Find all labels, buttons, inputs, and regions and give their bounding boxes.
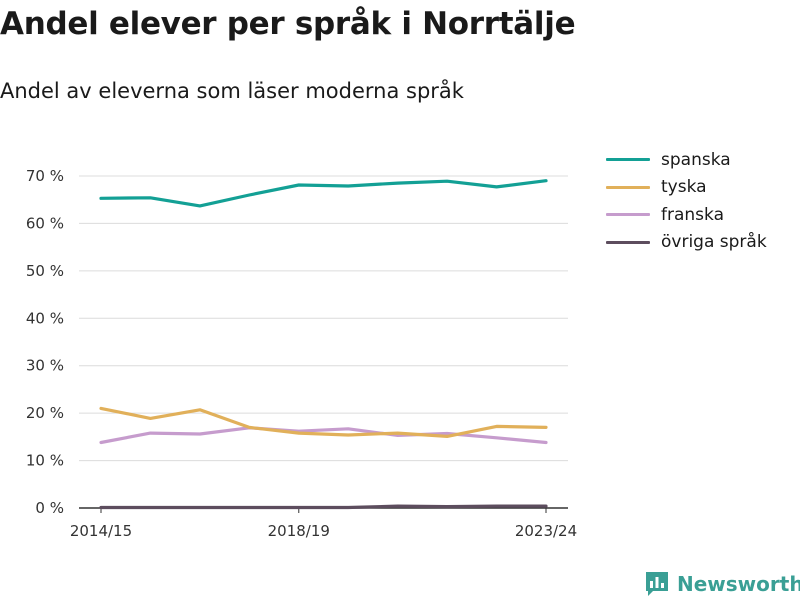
legend-label: tyska xyxy=(661,177,707,198)
chart-subtitle: Andel av eleverna som läser moderna språ… xyxy=(0,79,464,103)
y-tick-label: 50 % xyxy=(26,262,64,280)
y-tick-label: 20 % xyxy=(26,404,64,422)
legend-label: spanska xyxy=(661,149,731,170)
legend-item[interactable]: övriga språk xyxy=(606,229,767,257)
legend-item[interactable]: franska xyxy=(606,201,767,229)
grid-lines xyxy=(79,175,568,462)
legend-swatch xyxy=(606,158,650,162)
series-lines xyxy=(99,179,548,510)
legend-item[interactable]: spanska xyxy=(606,146,767,174)
brand-logo: Newsworthy xyxy=(644,570,800,598)
y-tick-label: 60 % xyxy=(26,214,64,232)
legend-swatch xyxy=(606,213,650,217)
y-tick-label: 30 % xyxy=(26,357,64,375)
bar-chart-icon xyxy=(646,572,668,596)
y-tick-label: 40 % xyxy=(26,309,64,327)
legend-swatch xyxy=(606,185,650,189)
brand-name: Newsworthy xyxy=(677,572,800,596)
y-tick-label: 70 % xyxy=(26,167,64,185)
legend-label: franska xyxy=(661,204,724,225)
x-tick-label: 2014/15 xyxy=(70,522,132,540)
series-line-franska xyxy=(99,426,548,445)
y-tick-label: 10 % xyxy=(26,452,64,470)
chart-title: Andel elever per språk i Norrtälje xyxy=(0,6,576,42)
legend-label: övriga språk xyxy=(661,232,767,253)
y-tick-label: 0 % xyxy=(35,499,64,517)
legend-item[interactable]: tyska xyxy=(606,174,767,202)
series-line-tyska xyxy=(99,406,548,438)
x-tick-label: 2023/24 xyxy=(515,522,577,540)
series-line-spanska xyxy=(99,179,548,208)
x-tick-label: 2018/19 xyxy=(268,522,330,540)
y-axis: 0 % 10 % 20 % 30 % 40 % 50 % 60 % 70 % xyxy=(26,167,64,517)
series-line-övriga-språk xyxy=(99,504,548,510)
legend-swatch xyxy=(606,240,650,244)
x-axis: 2014/15 2018/19 2023/24 xyxy=(70,507,577,540)
legend: spanska tyska franska övriga språk xyxy=(606,146,767,256)
